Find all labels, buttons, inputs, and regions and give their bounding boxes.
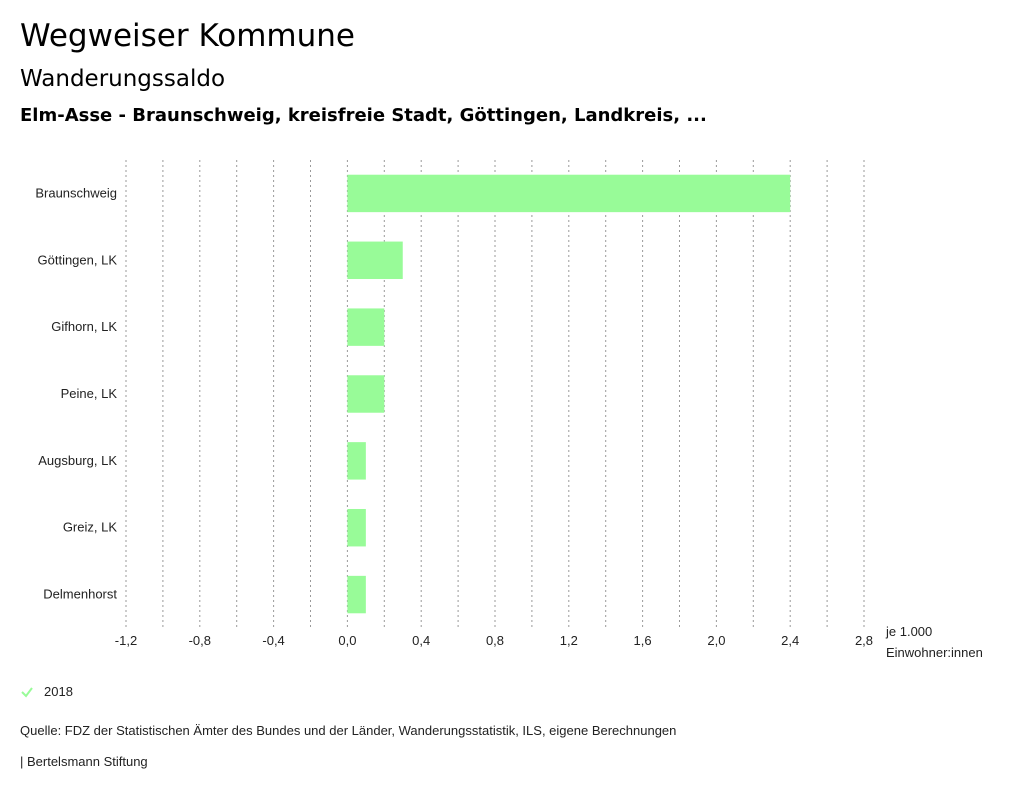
- x-tick-label: 2,0: [707, 633, 725, 648]
- unit-line-2: Einwohner:innen: [886, 645, 983, 660]
- category-label: Delmenhorst: [43, 587, 117, 602]
- x-tick-label: 2,4: [781, 633, 799, 648]
- bar[interactable]: [347, 442, 366, 480]
- x-tick-label: 2,8: [855, 633, 873, 648]
- bar[interactable]: [347, 375, 385, 413]
- x-tick-label: 0,4: [412, 633, 430, 648]
- bar[interactable]: [347, 308, 385, 346]
- x-tick-label: 1,6: [634, 633, 652, 648]
- bar-chart: Braunschweig Göttingen, LK Gifhorn, LK Pein…: [35, 160, 873, 648]
- category-label: Göttingen, LK: [38, 252, 118, 267]
- x-tick-label: -1,2: [115, 633, 137, 648]
- region-label: Elm-Asse - Braunschweig, kreisfreie Stad…: [20, 105, 707, 126]
- x-tick-label: -0,8: [189, 633, 211, 648]
- bar[interactable]: [347, 508, 366, 547]
- bar[interactable]: [347, 575, 366, 614]
- x-tick-label: -0,4: [262, 633, 284, 648]
- bar[interactable]: [347, 241, 403, 280]
- x-tick-label: 0,8: [486, 633, 504, 648]
- x-tick-labels: -1,2 -0,8 -0,4 0,0 0,4 0,8 1,2 1,6 2,0 2,4 2,8: [115, 633, 873, 648]
- category-label: Gifhorn, LK: [51, 319, 117, 334]
- category-label: Braunschweig: [35, 185, 117, 200]
- chart-subtitle: Wanderungssaldo: [20, 66, 226, 92]
- bar[interactable]: [347, 174, 791, 213]
- credit-note: | Bertelsmann Stiftung: [20, 754, 148, 769]
- unit-line-1: je 1.000: [886, 624, 933, 639]
- category-labels: Braunschweig Göttingen, LK Gifhorn, LK Pein…: [35, 185, 117, 601]
- category-label: Peine, LK: [61, 386, 118, 401]
- legend-label: 2018: [44, 684, 73, 699]
- grid-lines: [125, 160, 865, 628]
- check-icon[interactable]: [20, 685, 34, 699]
- category-label: Greiz, LK: [63, 520, 118, 535]
- legend[interactable]: 2018: [20, 684, 73, 699]
- bars: [347, 174, 791, 614]
- source-note: Quelle: FDZ der Statistischen Ämter des …: [20, 723, 677, 738]
- page-title: Wegweiser Kommune: [20, 18, 355, 54]
- unit-label: je 1.000 Einwohner:innen: [886, 621, 983, 663]
- x-tick-label: 0,0: [338, 633, 356, 648]
- category-label: Augsburg, LK: [38, 453, 117, 468]
- x-tick-label: 1,2: [560, 633, 578, 648]
